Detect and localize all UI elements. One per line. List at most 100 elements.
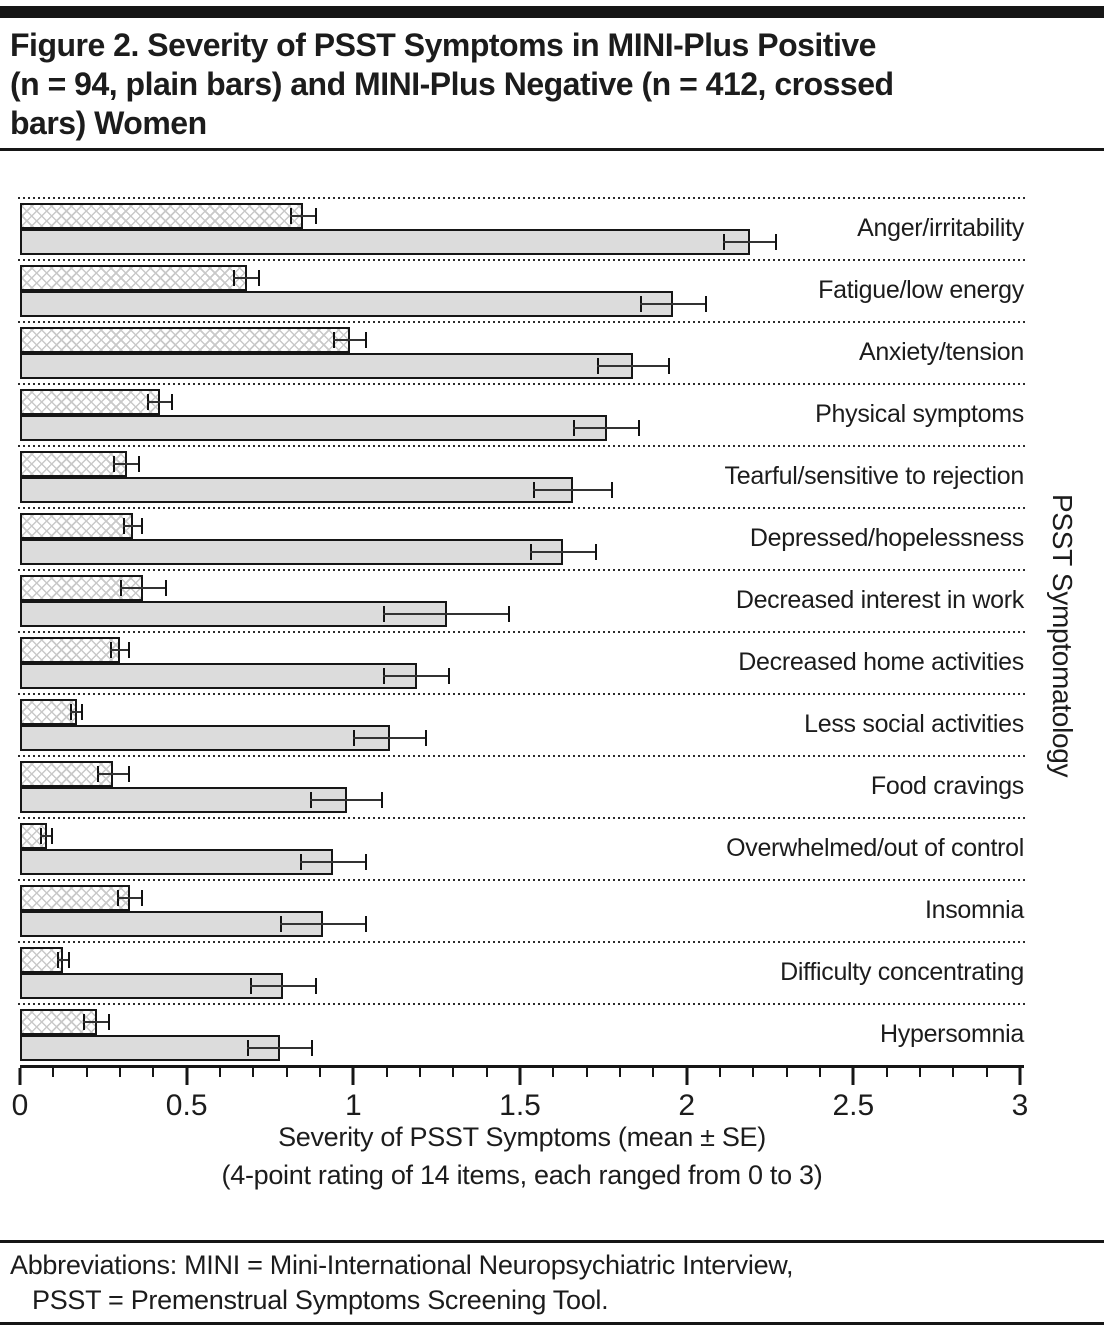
x-minor-tick xyxy=(719,1068,721,1077)
bar-track xyxy=(20,601,1024,627)
category-label: Fatigue/low energy xyxy=(818,275,1024,304)
x-minor-tick xyxy=(219,1068,221,1077)
x-major-tick xyxy=(851,1068,855,1085)
bar-plain-positive xyxy=(20,601,447,627)
row-separator-dotted xyxy=(18,569,1026,571)
error-bar-right-cap xyxy=(127,766,130,782)
error-bar-right-cap xyxy=(364,332,367,348)
x-minor-tick xyxy=(752,1068,755,1077)
x-tick-label: 3 xyxy=(1011,1089,1029,1122)
bar-pair xyxy=(20,327,1024,379)
bar-track xyxy=(20,353,1024,379)
error-bar xyxy=(723,234,777,250)
error-bar-right-cap xyxy=(507,606,510,622)
error-bar-line xyxy=(110,649,130,651)
error-bar xyxy=(56,952,70,968)
bar-crossed-negative xyxy=(20,699,77,725)
category-label: Anxiety/tension xyxy=(858,337,1024,366)
bar-plain-positive xyxy=(20,849,334,875)
bar-plain-positive xyxy=(20,1035,280,1061)
bar-pair xyxy=(20,823,1024,875)
bar-pair xyxy=(20,637,1024,689)
x-minor-tick xyxy=(619,1068,621,1077)
error-bar xyxy=(40,828,54,844)
error-bar-right-cap xyxy=(364,854,367,870)
error-bar-line xyxy=(310,799,384,801)
bar-track xyxy=(20,973,1024,999)
error-bar-right-cap xyxy=(67,952,70,968)
row-separator-dotted xyxy=(18,197,1026,199)
category-label: Insomnia xyxy=(924,895,1024,924)
x-tick-label: 2 xyxy=(678,1089,695,1122)
x-minor-tick xyxy=(119,1068,121,1077)
error-bar-line xyxy=(383,675,450,677)
top-thick-rule xyxy=(0,6,1104,18)
error-bar-right-cap xyxy=(81,704,84,720)
chart-row: Food cravings xyxy=(18,755,1026,817)
x-minor-tick xyxy=(385,1068,388,1077)
bar-track xyxy=(20,849,1024,875)
row-separator-dotted xyxy=(18,755,1026,757)
bar-plain-positive xyxy=(20,415,607,441)
category-label: Tearful/sensitive to rejection xyxy=(724,461,1025,490)
figure-title-line-3: bars) Women xyxy=(10,105,207,141)
error-bar-line xyxy=(383,613,510,615)
bar-pair xyxy=(20,575,1024,627)
error-bar-right-cap xyxy=(141,890,144,906)
figure-title: Figure 2. Severity of PSST Symptoms in M… xyxy=(10,26,1094,143)
error-bar-line xyxy=(573,427,640,429)
x-tick-label: 0 xyxy=(11,1089,29,1122)
error-bar xyxy=(573,420,640,436)
bar-pair xyxy=(20,203,1024,255)
x-axis-label-line-1: Severity of PSST Symptoms (mean ± SE) xyxy=(278,1122,766,1152)
error-bar-line xyxy=(300,861,367,863)
error-bar-line xyxy=(96,773,130,775)
error-bar-line xyxy=(70,711,84,713)
x-axis-label-line-2: (4-point rating of 14 items, each ranged… xyxy=(221,1160,823,1190)
error-bar-right-cap xyxy=(381,792,384,808)
error-bar-line xyxy=(113,463,140,465)
x-major-tick xyxy=(185,1068,189,1085)
chart-row: Anger/irritability xyxy=(18,197,1026,259)
bar-pair xyxy=(20,699,1024,751)
category-label: Anger/irritability xyxy=(857,213,1024,242)
error-bar-right-cap xyxy=(141,518,144,534)
error-bar-line xyxy=(596,365,670,367)
bar-plain-positive xyxy=(20,663,417,689)
x-minor-tick xyxy=(652,1068,655,1077)
bar-crossed-negative xyxy=(20,451,127,477)
footnote-line-2: PSST = Premenstrual Symptoms Screening T… xyxy=(32,1285,609,1315)
bar-track xyxy=(20,1035,1024,1061)
error-bar-right-cap xyxy=(637,420,640,436)
error-bar-right-cap xyxy=(137,456,140,472)
category-label: Decreased home activities xyxy=(738,647,1024,676)
bar-crossed-negative xyxy=(20,265,247,291)
error-bar-right-cap xyxy=(257,270,260,286)
footnote-line-1: Abbreviations: MINI = Mini-International… xyxy=(10,1250,794,1280)
error-bar xyxy=(640,296,707,312)
category-label: Hypersomnia xyxy=(880,1019,1024,1048)
figure-title-line-2: (n = 94, plain bars) and MINI-Plus Negat… xyxy=(10,66,894,102)
bar-track xyxy=(20,911,1024,937)
error-bar-right-cap xyxy=(774,234,777,250)
x-minor-tick xyxy=(885,1068,888,1077)
error-bar xyxy=(530,544,597,560)
error-bar-right-cap xyxy=(594,544,597,560)
error-bar xyxy=(96,766,130,782)
error-bar-line xyxy=(40,835,54,837)
x-major-tick xyxy=(1018,1068,1022,1085)
bar-track xyxy=(20,389,1024,415)
x-major-tick xyxy=(351,1068,355,1085)
category-label: Food cravings xyxy=(870,771,1024,800)
bar-track xyxy=(20,451,1024,477)
bar-pair xyxy=(20,947,1024,999)
error-bar xyxy=(110,642,130,658)
bar-plain-positive xyxy=(20,477,574,503)
error-bar-right-cap xyxy=(314,978,317,994)
error-bar-line xyxy=(530,551,597,553)
error-bar xyxy=(83,1014,110,1030)
chart-row: Insomnia xyxy=(18,879,1026,941)
x-tick-label: 2.5 xyxy=(832,1089,875,1122)
error-bar xyxy=(70,704,84,720)
error-bar-line xyxy=(83,1021,110,1023)
